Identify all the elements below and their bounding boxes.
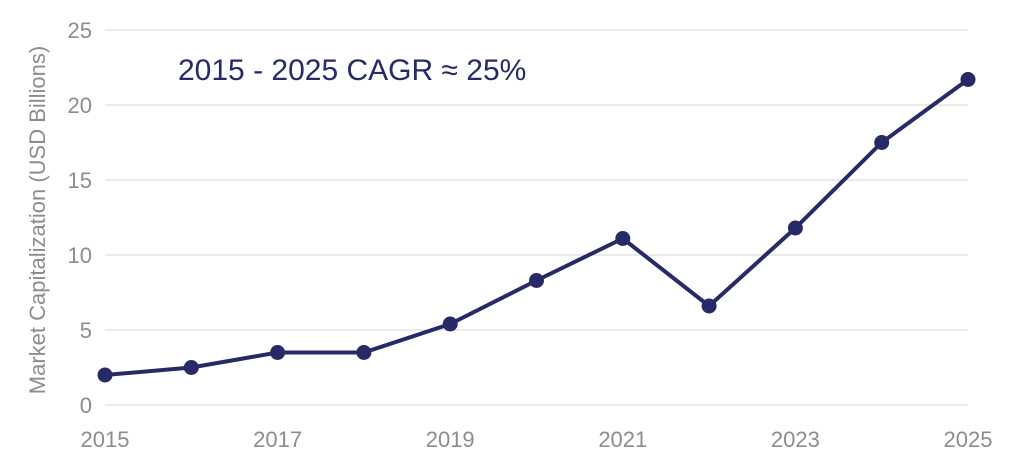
data-point-2022 [701, 298, 717, 314]
data-point-2018 [356, 345, 372, 360]
data-point-2024 [874, 135, 890, 150]
data-point-2020 [529, 273, 544, 288]
y-axis-ticks: 0 5 10 15 20 25 [68, 18, 92, 418]
x-tick-label: 2025 [944, 427, 993, 452]
series-market-capitalization [97, 72, 976, 383]
cagr-annotation: 2015 - 2025 CAGR ≈ 25% [178, 54, 526, 87]
x-tick-label: 2017 [253, 427, 302, 452]
x-tick-label: 2023 [771, 427, 820, 452]
data-point-2015 [97, 367, 113, 383]
y-tick-label: 25 [68, 18, 92, 43]
y-tick-label: 0 [80, 393, 92, 418]
data-point-2025 [960, 72, 976, 87]
y-tick-label: 10 [68, 243, 92, 268]
data-point-2017 [270, 345, 286, 360]
y-axis-label: Market Capitalization (USD Billions) [25, 46, 50, 394]
y-tick-label: 5 [80, 318, 92, 343]
data-point-2016 [183, 360, 199, 375]
gridlines [105, 29, 968, 406]
x-tick-label: 2019 [426, 427, 475, 452]
x-tick-label: 2021 [598, 427, 647, 452]
data-point-2019 [442, 316, 458, 332]
data-point-2021 [615, 231, 631, 246]
data-point-2023 [787, 220, 803, 236]
x-tick-label: 2015 [81, 427, 130, 452]
x-axis-ticks: 2015 2017 2019 2021 2023 2025 [81, 427, 993, 452]
y-tick-label: 20 [68, 93, 92, 118]
y-tick-label: 15 [68, 168, 92, 193]
series-line [104, 77, 970, 377]
